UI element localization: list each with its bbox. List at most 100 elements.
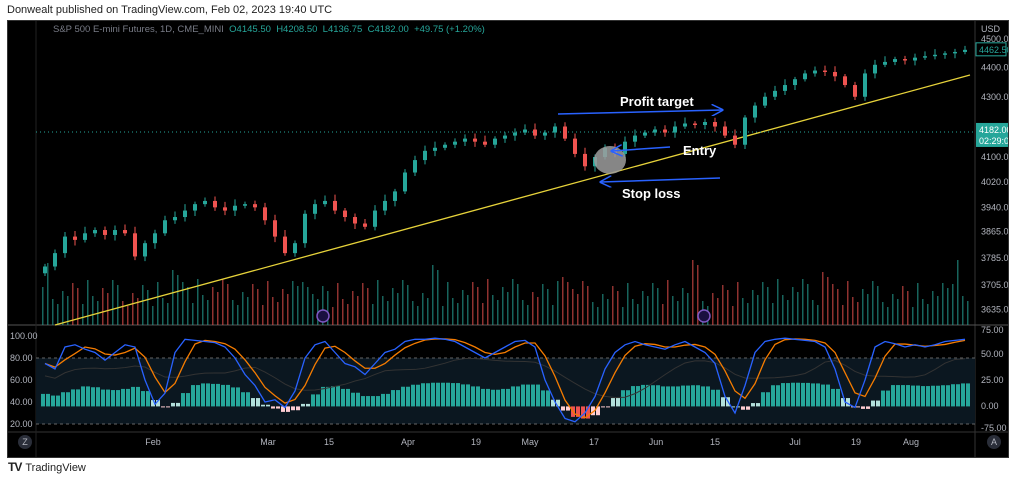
auto-scale-button[interactable] <box>987 435 1001 449</box>
entry-label: Entry <box>683 143 717 158</box>
volume-bar <box>762 282 764 325</box>
chart-frame[interactable]: 4500.00 4400.00 4300.00 4100.00 4020.00 3940.… <box>7 20 1009 458</box>
osc-right-tick: 75.00 <box>981 325 1004 335</box>
candle-body <box>553 126 557 133</box>
histogram-bar <box>541 390 545 407</box>
candle-body <box>883 61 887 65</box>
histogram-bar <box>46 393 50 407</box>
volume-bar <box>442 306 444 325</box>
stoch-d-line <box>44 338 966 419</box>
time-tick: Jul <box>789 437 801 447</box>
volume-bar <box>172 270 174 325</box>
tradingview-logo[interactable]: TV TradingView <box>8 460 86 474</box>
z-button-label: Z <box>22 437 28 447</box>
histogram-bar <box>776 385 780 407</box>
time-tick: 19 <box>851 437 861 447</box>
volume-bar <box>207 300 209 325</box>
volume-bar <box>272 297 274 325</box>
osc-left-tick: 100.00 <box>10 331 38 341</box>
open-value: O4145.50 <box>229 24 271 35</box>
volume-bar <box>47 263 49 325</box>
price-tick: 4400.00 <box>981 63 1008 73</box>
volume-bar <box>482 303 484 325</box>
histogram-bar <box>126 388 130 407</box>
candle-body <box>773 90 777 97</box>
volume-bar <box>632 299 634 325</box>
volume-bar <box>397 293 399 325</box>
volume-bar <box>577 294 579 325</box>
histogram-bar <box>646 384 650 407</box>
volume-bar <box>652 283 654 325</box>
z-button[interactable] <box>18 435 32 449</box>
volume-bar <box>947 288 949 325</box>
candle-body <box>893 59 897 62</box>
histogram-bar <box>71 389 75 407</box>
histogram-bar <box>406 386 410 407</box>
histogram-bar <box>81 386 85 407</box>
volume-bar <box>792 287 794 325</box>
histogram-bar <box>836 388 840 407</box>
candle-body <box>673 126 677 133</box>
volume-bar <box>657 288 659 325</box>
candle-body <box>323 200 327 205</box>
histogram-bar <box>721 397 725 407</box>
histogram-bar <box>791 382 795 407</box>
volume-bar <box>667 280 669 325</box>
volume-bar <box>42 287 44 325</box>
histogram-bar <box>616 398 620 407</box>
histogram-bar <box>951 384 955 407</box>
current-price-label: 4182.00 <box>979 125 1008 135</box>
candle-body <box>963 49 967 52</box>
volume-bar <box>142 285 144 325</box>
osc-left-tick: 60.00 <box>10 375 33 385</box>
volume-bar <box>722 285 724 325</box>
histogram-bar <box>581 406 585 419</box>
volume-bar <box>262 305 264 325</box>
entry-arrow <box>612 147 671 151</box>
price-tick: 4020.00 <box>981 177 1008 187</box>
volume-bar <box>962 296 964 325</box>
volume-bar <box>377 280 379 325</box>
chart-canvas[interactable]: 4500.00 4400.00 4300.00 4100.00 4020.00 3940.… <box>8 21 1008 457</box>
volume-bar <box>602 294 604 325</box>
volume-bar <box>942 283 944 325</box>
volume-bar <box>802 279 804 325</box>
volume-bar <box>147 290 149 325</box>
histogram-bar <box>306 403 310 407</box>
volume-bar <box>387 301 389 325</box>
time-tick: Mar <box>260 437 276 447</box>
volume-bar <box>197 279 199 325</box>
histogram-bar <box>171 402 175 407</box>
histogram-bar <box>246 392 250 407</box>
volume-bar <box>352 291 354 325</box>
histogram-bar <box>636 386 640 407</box>
volume-bar <box>222 279 224 325</box>
volume-bar <box>497 300 499 325</box>
volume-bar <box>647 296 649 325</box>
volume-bar <box>462 290 464 325</box>
candle-body <box>373 210 377 227</box>
histogram-bar <box>501 388 505 407</box>
histogram-bar <box>751 403 755 407</box>
histogram-bar <box>856 406 860 408</box>
histogram-bar <box>496 389 500 407</box>
candle-body <box>173 217 177 221</box>
volume-bar <box>252 284 254 325</box>
histogram-bar <box>286 406 290 412</box>
candle-body <box>73 236 77 240</box>
histogram-bar <box>661 386 665 407</box>
candle-body <box>853 85 857 97</box>
histogram-bar <box>566 406 570 411</box>
volume-bar <box>727 290 729 325</box>
candle-body <box>793 79 797 86</box>
volume-bar <box>92 296 94 325</box>
price-tick: 4500.00 <box>981 34 1008 44</box>
volume-bar <box>247 297 249 325</box>
volume-bar <box>427 298 429 325</box>
histogram-bar <box>201 383 205 407</box>
candle-body <box>43 266 47 274</box>
histogram-bar <box>796 382 800 407</box>
histogram-bar <box>626 390 630 407</box>
volume-bar <box>837 289 839 325</box>
histogram-bar <box>316 394 320 407</box>
